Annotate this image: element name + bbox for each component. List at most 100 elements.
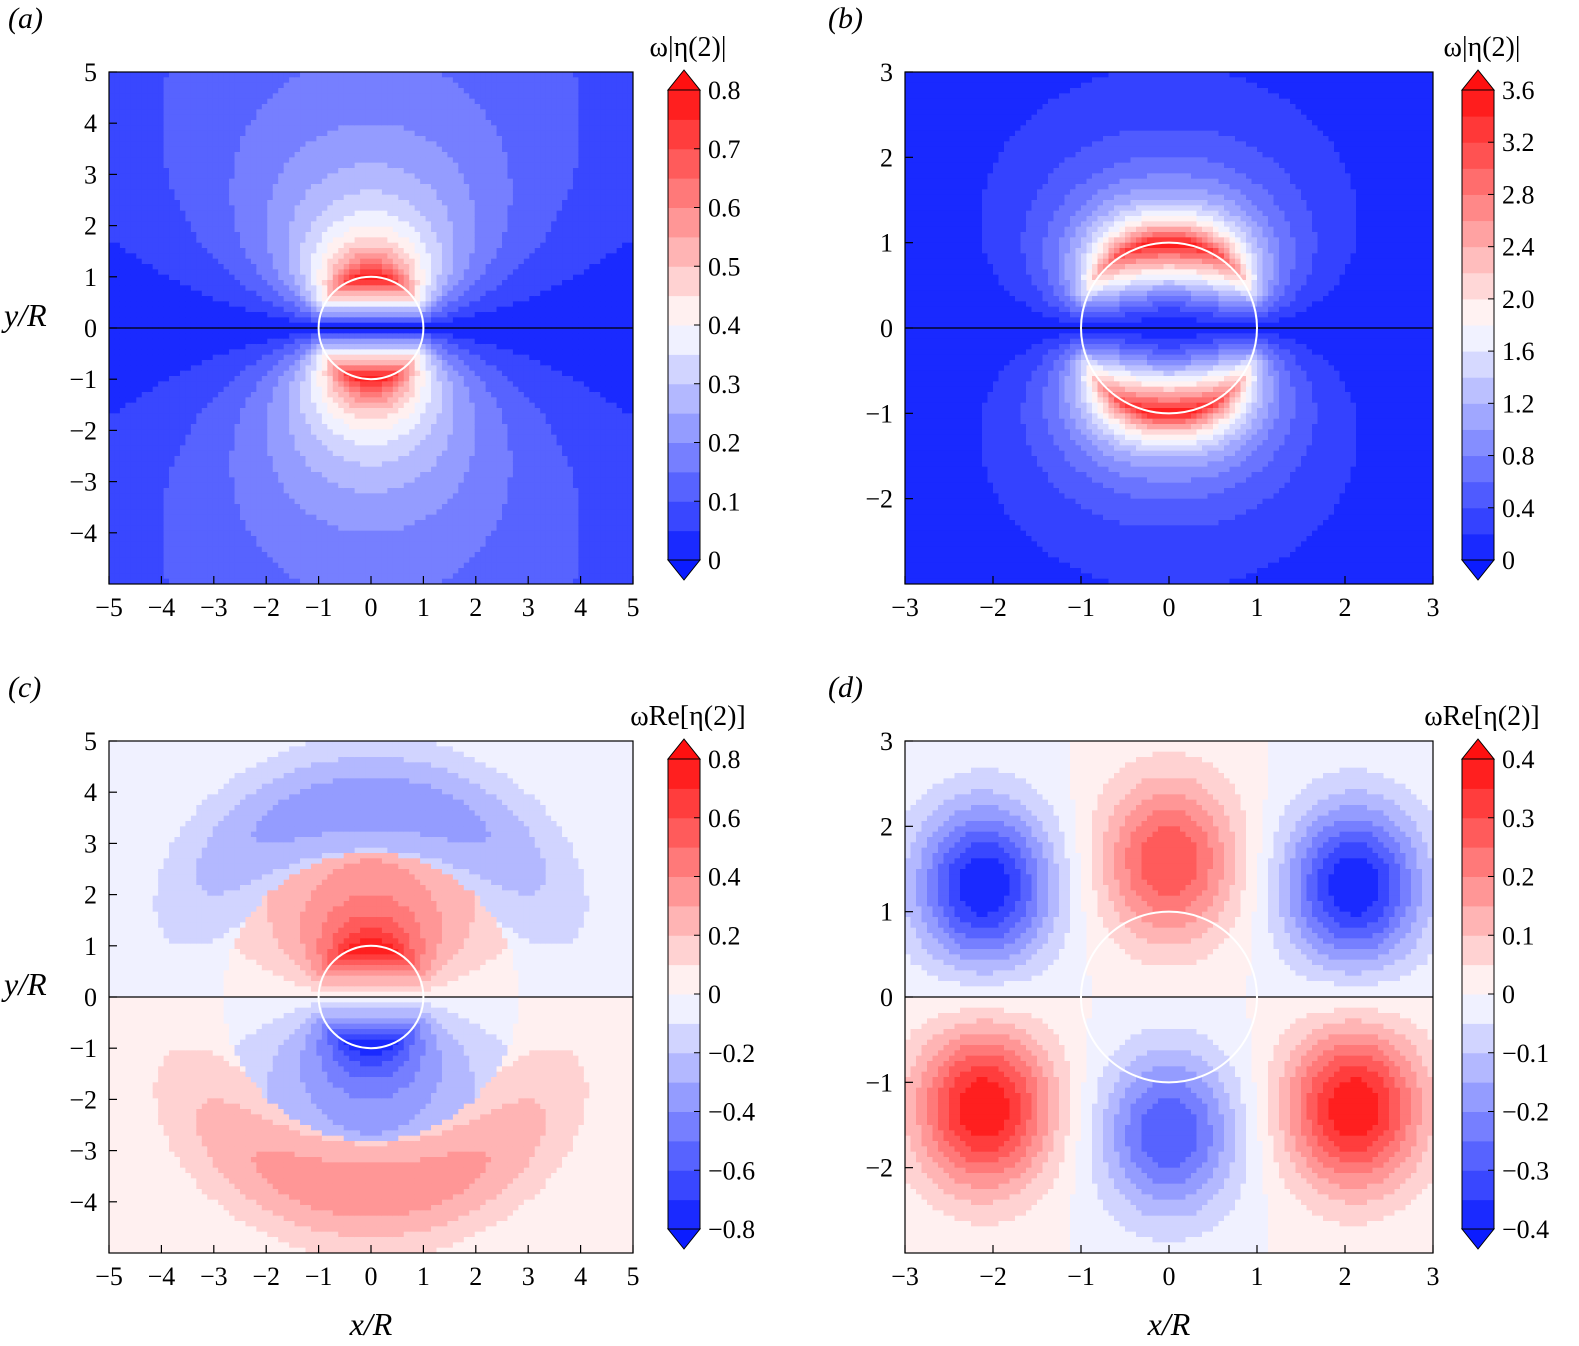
heatmap-cell <box>261 173 268 180</box>
heatmap-cell <box>152 557 159 564</box>
heatmap-cell <box>169 402 176 409</box>
heatmap-cell <box>250 205 257 212</box>
heatmap-cell <box>261 88 268 94</box>
heatmap-cell <box>316 514 323 521</box>
heatmap-cell <box>152 509 159 516</box>
heatmap-cell <box>152 328 159 334</box>
heatmap-cell <box>234 392 241 398</box>
heatmap-cell <box>158 237 165 244</box>
heatmap-cell <box>294 216 301 222</box>
heatmap-cell <box>289 461 296 468</box>
heatmap-cell <box>207 488 214 494</box>
heatmap-cell <box>218 493 225 500</box>
heatmap-cell <box>300 136 307 142</box>
heatmap-cell <box>229 120 236 126</box>
heatmap-cell <box>365 72 372 78</box>
heatmap-cell <box>141 184 148 190</box>
heatmap-cell <box>310 264 318 270</box>
heatmap-cell <box>245 210 252 217</box>
heatmap-cell <box>109 258 116 265</box>
heatmap-cell <box>305 296 312 302</box>
heatmap-cell <box>343 200 350 206</box>
heatmap-cell <box>147 456 154 462</box>
heatmap-cell <box>371 109 378 116</box>
heatmap-cell <box>267 328 274 334</box>
heatmap-cell <box>300 114 307 121</box>
heatmap-cell <box>179 189 187 196</box>
heatmap-cell <box>114 498 121 505</box>
heatmap-cell <box>114 573 121 580</box>
heatmap-cell <box>381 312 388 318</box>
heatmap-cell <box>272 146 279 153</box>
heatmap-cell <box>179 168 187 174</box>
heatmap-cell <box>240 434 247 441</box>
heatmap-cell <box>338 413 345 420</box>
heatmap-cell <box>158 269 165 276</box>
heatmap-cell <box>387 226 394 233</box>
heatmap-cell <box>338 552 345 558</box>
heatmap-cell <box>316 136 323 142</box>
heatmap-cell <box>141 418 148 425</box>
heatmap-cell <box>349 546 356 553</box>
heatmap-cell <box>196 525 203 532</box>
heatmap-cell <box>294 226 301 233</box>
heatmap-cell <box>289 130 296 137</box>
heatmap-cell <box>196 450 203 457</box>
heatmap-cell <box>234 493 241 500</box>
heatmap-cell <box>136 525 143 532</box>
heatmap-cell <box>316 72 323 78</box>
heatmap-cell <box>201 157 208 164</box>
heatmap-cell <box>163 450 170 457</box>
heatmap-cell <box>310 344 318 350</box>
heatmap-cell <box>371 530 378 537</box>
heatmap-cell <box>360 562 367 569</box>
heatmap-cell <box>371 72 378 78</box>
heatmap-cell <box>283 194 290 201</box>
heatmap-cell <box>158 157 165 164</box>
heatmap-cell <box>114 461 121 468</box>
heatmap-cell <box>125 306 132 313</box>
heatmap-cell <box>338 280 345 286</box>
heatmap-cell <box>376 386 383 393</box>
heatmap-cell <box>234 205 241 212</box>
heatmap-cell <box>234 98 241 105</box>
heatmap-cell <box>109 578 116 584</box>
heatmap-cell <box>267 200 274 206</box>
heatmap-cell <box>163 333 170 340</box>
heatmap-cell <box>141 488 148 494</box>
heatmap-cell <box>125 205 132 212</box>
heatmap-cell <box>240 312 247 318</box>
heatmap-cell <box>387 312 394 318</box>
heatmap-cell <box>119 104 126 110</box>
heatmap-cell <box>152 440 159 446</box>
heatmap-cell <box>136 376 143 382</box>
heatmap-cell <box>387 482 394 489</box>
heatmap-cell <box>185 514 192 521</box>
heatmap-cell <box>218 424 225 430</box>
heatmap-cell <box>130 440 137 446</box>
heatmap-cell <box>190 285 197 292</box>
heatmap-cell <box>310 184 318 190</box>
heatmap-cell <box>360 440 367 446</box>
heatmap-cell <box>245 232 252 238</box>
heatmap-cell <box>174 301 181 308</box>
heatmap-cell <box>245 306 252 313</box>
heatmap-cell <box>152 402 159 409</box>
heatmap-cell <box>223 429 230 436</box>
heatmap-cell <box>185 205 192 212</box>
heatmap-cell <box>245 338 252 345</box>
heatmap-cell <box>365 296 372 302</box>
heatmap-cell <box>360 424 367 430</box>
heatmap-cell <box>289 232 296 238</box>
heatmap-cell <box>371 504 378 510</box>
heatmap-cell <box>371 98 378 105</box>
heatmap-cell <box>234 418 241 425</box>
heatmap-cell <box>371 573 378 580</box>
heatmap-cell <box>163 312 170 318</box>
heatmap-cell <box>327 232 334 238</box>
heatmap-cell <box>283 264 290 270</box>
heatmap-cell <box>327 429 334 436</box>
heatmap-cell <box>365 338 372 345</box>
heatmap-cell <box>114 216 121 222</box>
heatmap-cell <box>289 536 296 542</box>
